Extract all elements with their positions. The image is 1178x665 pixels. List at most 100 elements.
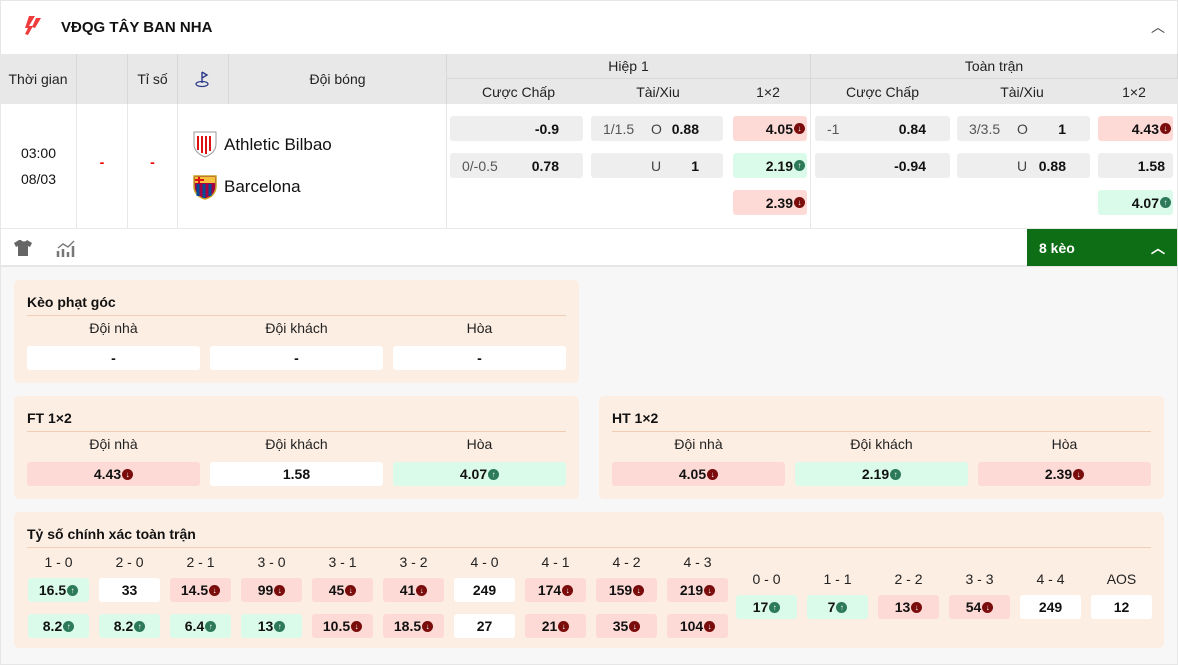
arrow-down-icon: ↓ xyxy=(351,620,363,632)
odds-pill[interactable]: 4.43 ↓ xyxy=(27,462,200,486)
odds-box[interactable]: U 0.88 xyxy=(957,153,1090,178)
odds-value-text: -0.94 xyxy=(894,157,926,174)
odds-value: 2.19 xyxy=(861,466,890,482)
odds-pill[interactable]: 1.58 xyxy=(210,462,383,486)
odds-value: 1.58 xyxy=(282,466,311,482)
score-label: 3 - 0 xyxy=(257,554,286,570)
odds-box[interactable]: 3/3.5 O 1 xyxy=(957,116,1090,141)
odds-pill[interactable]: 99 ↓ xyxy=(241,578,302,602)
over-under-side: U xyxy=(1017,157,1028,174)
col-half1: Hiệp 1 xyxy=(447,54,811,79)
option-label: Đội khách xyxy=(850,436,913,452)
divider xyxy=(612,431,1151,432)
odds-pill[interactable]: 104 ↓ xyxy=(667,614,728,638)
odds-pill[interactable]: 6.4 ↑ xyxy=(170,614,231,638)
odds-box[interactable]: 2.39 ↓ xyxy=(733,190,807,215)
odds-pill[interactable]: 14.5 ↓ xyxy=(170,578,231,602)
option-label: Đội nhà xyxy=(89,320,138,336)
odds-pill[interactable]: 2.39 ↓ xyxy=(978,462,1151,486)
odds-box[interactable]: -0.94 xyxy=(815,153,950,178)
odds-pill[interactable]: 12 xyxy=(1091,595,1152,619)
score-label: 2 - 0 xyxy=(115,554,144,570)
odds-value: 7 xyxy=(827,599,836,615)
odds-pill[interactable]: 17 ↑ xyxy=(736,595,797,619)
odds-value: 159 xyxy=(608,582,633,598)
odds-box[interactable]: -0.9 xyxy=(450,116,583,141)
odds-pill[interactable]: 41 ↓ xyxy=(383,578,444,602)
odds-box[interactable]: 4.43 ↓ xyxy=(1098,116,1173,141)
odds-box[interactable]: 1/1.5 O 0.88 xyxy=(591,116,723,141)
col-time: Thời gian xyxy=(0,54,77,104)
odds-pill[interactable]: 21 ↓ xyxy=(525,614,586,638)
arrow-up-icon: ↑ xyxy=(794,160,805,171)
odds-pill[interactable]: 7 ↑ xyxy=(807,595,868,619)
over-under-side: O xyxy=(1017,120,1028,137)
odds-pill[interactable]: 35 ↓ xyxy=(596,614,657,638)
teams-cell[interactable]: Athletic Bilbao Barcelona xyxy=(178,104,447,229)
odds-pill[interactable]: 249 xyxy=(1020,595,1081,619)
odds-pill[interactable]: 13 ↑ xyxy=(241,614,302,638)
over-under-side: U xyxy=(651,157,662,174)
match-toolbar xyxy=(0,229,1178,266)
odds-pill[interactable]: 16.5 ↑ xyxy=(28,578,89,602)
score-label: 4 - 0 xyxy=(470,554,499,570)
chevron-up-icon[interactable]: ︿ xyxy=(1151,19,1165,35)
odds-pill[interactable]: 249 xyxy=(454,578,515,602)
odds-value-text: 1 xyxy=(691,157,699,174)
odds-value: 0.88 xyxy=(1039,158,1066,174)
odds-pill[interactable]: 174 ↓ xyxy=(525,578,586,602)
odds-pill[interactable]: 45 ↓ xyxy=(312,578,373,602)
odds-value: 249 xyxy=(1038,599,1063,615)
arrow-down-icon: ↓ xyxy=(558,620,570,632)
odds-box[interactable]: -1 0.84 xyxy=(815,116,950,141)
odds-pill[interactable]: 54 ↓ xyxy=(949,595,1010,619)
odds-pill[interactable]: 4.07 ↑ xyxy=(393,462,566,486)
divider xyxy=(27,431,566,432)
odds-value: 8.2 xyxy=(113,618,134,634)
odds-value: 14.5 xyxy=(180,582,209,598)
arrow-up-icon: ↑ xyxy=(134,620,146,632)
odds-pill[interactable]: 8.2 ↑ xyxy=(28,614,89,638)
odds-pill[interactable]: 219 ↓ xyxy=(667,578,728,602)
odds-value-text: 4.07 xyxy=(1131,194,1159,211)
odds-value: 4.43 xyxy=(93,466,122,482)
col-ft-1x2: 1×2 xyxy=(1090,79,1178,104)
odds-box[interactable]: 2.19 ↑ xyxy=(733,153,807,178)
jersey-icon[interactable] xyxy=(13,239,33,257)
odds-pill[interactable]: - xyxy=(393,346,566,370)
odds-pill[interactable]: 10.5 ↓ xyxy=(312,614,373,638)
odds-box[interactable]: 0/-0.5 0.78 xyxy=(450,153,583,178)
handicap-line: 0/-0.5 xyxy=(462,157,498,174)
chevron-up-icon: ︿ xyxy=(1151,239,1165,256)
odds-value-text: 2.19 xyxy=(765,157,793,174)
odds-box[interactable]: 4.05 ↓ xyxy=(733,116,807,141)
odds-box[interactable]: 1.58 xyxy=(1098,153,1173,178)
odds-value: - xyxy=(477,350,482,366)
odds-pill[interactable]: 27 xyxy=(454,614,515,638)
league-header[interactable]: VĐQG TÂY BAN NHA ︿ xyxy=(0,0,1178,54)
odds-pill[interactable]: 13 ↓ xyxy=(878,595,939,619)
odds-box[interactable]: 4.07 ↑ xyxy=(1098,190,1173,215)
away-team-name[interactable]: Barcelona xyxy=(224,177,301,196)
arrow-down-icon: ↓ xyxy=(274,584,286,596)
odds-value: 4.07 ↑ xyxy=(1132,195,1171,211)
arrow-down-icon: ↓ xyxy=(562,584,574,596)
arrow-up-icon: ↑ xyxy=(67,584,79,596)
odds-pill[interactable]: 18.5 ↓ xyxy=(383,614,444,638)
odds-value: 6.4 xyxy=(184,618,205,634)
odds-value-text: -0.9 xyxy=(534,120,559,137)
odds-pill[interactable]: 159 ↓ xyxy=(596,578,657,602)
odds-pill[interactable]: 8.2 ↑ xyxy=(99,614,160,638)
odds-pill[interactable]: 4.05 ↓ xyxy=(612,462,785,486)
stats-chart-icon[interactable] xyxy=(56,238,78,258)
odds-pill[interactable]: 2.19 ↑ xyxy=(795,462,968,486)
odds-pill[interactable]: - xyxy=(210,346,383,370)
score-label: 4 - 2 xyxy=(612,554,641,570)
more-markets-button[interactable]: 8 kèo ︿ xyxy=(1027,229,1177,266)
odds-pill[interactable]: - xyxy=(27,346,200,370)
home-team-name[interactable]: Athletic Bilbao xyxy=(224,135,332,154)
odds-pill[interactable]: 33 xyxy=(99,578,160,602)
arrow-down-icon: ↓ xyxy=(911,601,923,613)
athletic-bilbao-logo-icon xyxy=(193,131,217,158)
